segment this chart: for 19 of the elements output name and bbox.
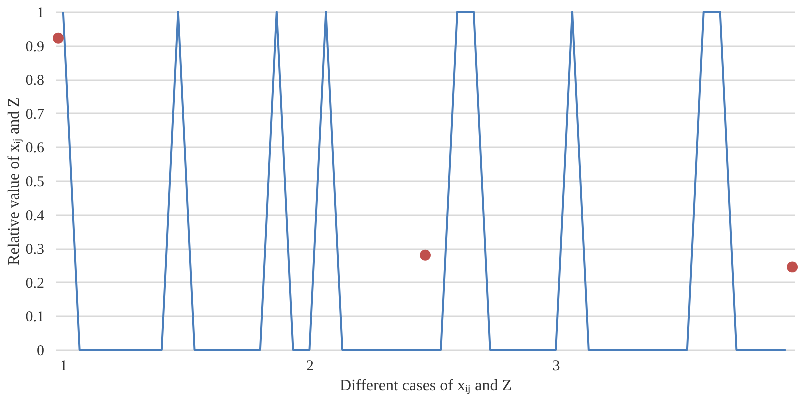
y-tick-label: 0.6 [26,140,45,157]
y-tick-label: 1 [37,6,44,22]
y-tick-label: 0.1 [26,310,44,326]
x-axis-title: Different cases of xᵢⱼ and Z [340,378,512,394]
x-tick-label: 1 [60,358,68,374]
y-tick-label: 0.2 [26,276,44,292]
y-tick-label: 0.4 [26,208,45,224]
point [420,250,431,261]
y-axis-title: Relative value of xᵢⱼ and Z [6,98,23,266]
y-tick-label: 0.5 [26,174,44,190]
y-tick-label: 0 [37,344,44,360]
point [52,32,64,44]
y-tick-label: 0.3 [26,242,44,258]
x-tick-label: 2 [306,358,314,374]
y-tick-label: 0.7 [26,106,45,123]
point [787,262,798,273]
x-tick-label: 3 [552,358,560,374]
y-tick-label: 0.9 [26,39,44,56]
y-tick-label: 0.8 [26,73,44,90]
